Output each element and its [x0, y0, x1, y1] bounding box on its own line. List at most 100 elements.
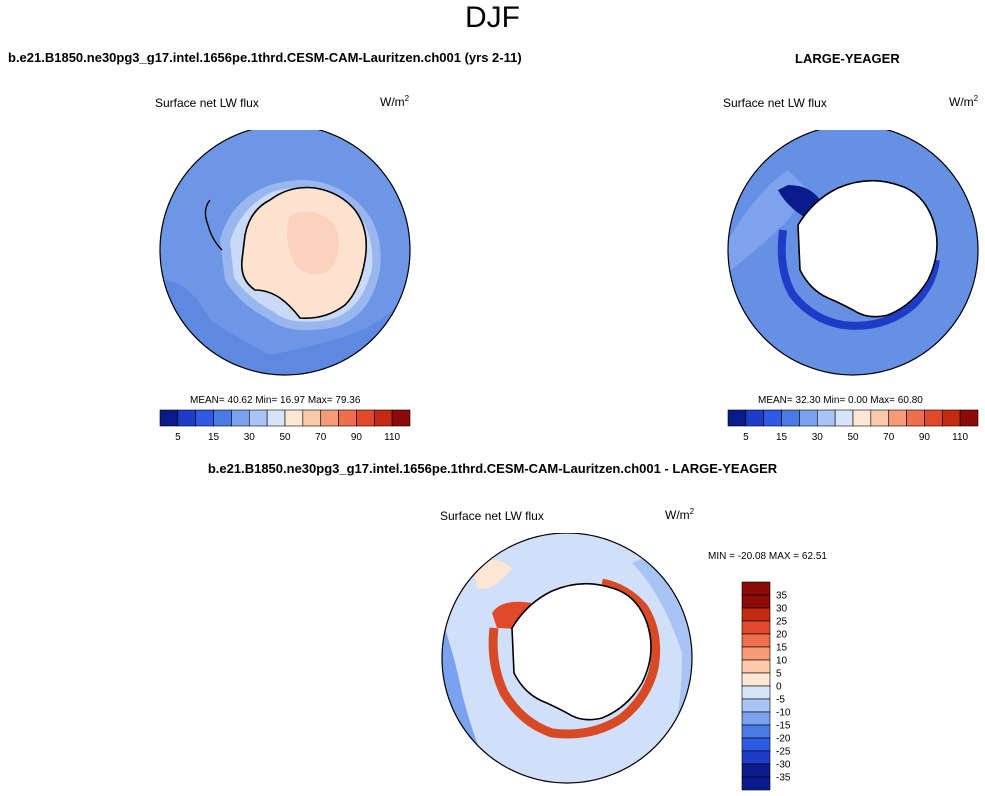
panel-a-colorbar-swatch [338, 409, 357, 427]
panel-c-colorbar-tick-label: 5 [776, 669, 782, 680]
panel-b-colorbar: 51530507090110130 [727, 409, 979, 443]
panel-b-colorbar-swatch [799, 409, 818, 427]
panel-c-colorbar-tick-label: -30 [776, 760, 791, 771]
panel-a-stats: MEAN= 40.62 Min= 16.97 Max= 79.36 [190, 395, 361, 406]
panel-a-colorbar-tick-label: 15 [208, 432, 220, 443]
panel-a-colorbar-swatch [159, 409, 179, 427]
panel-a-colorbar-swatch [373, 409, 393, 427]
panel-a-colorbar-swatch [284, 409, 304, 427]
panel-a-title: b.e21.B1850.ne30pg3_g17.intel.1656pe.1th… [8, 50, 522, 65]
panel-c-colorbar-swatch [741, 698, 771, 713]
panel-a-colorbar-tick-label: 110 [384, 432, 400, 443]
panel-c-colorbar-swatch [741, 750, 771, 765]
panel-c-colorbar-swatch [741, 659, 771, 674]
panel-b-colorbar-tick-label: 15 [776, 432, 788, 443]
panel-b-colorbar-swatch [941, 409, 961, 427]
panel-b-stats: MEAN= 32.30 Min= 0.00 Max= 60.80 [758, 395, 923, 406]
panel-a-colorbar-swatch [266, 409, 286, 427]
panel-a-colorbar-swatch [248, 409, 268, 427]
panel-c-stats: MIN = -20.08 MAX = 62.51 [708, 551, 827, 562]
panel-c-units: W/m2 [665, 507, 694, 522]
panel-a-colorbar-tick-label: 70 [315, 432, 327, 443]
panel-b-colorbar-tick-label: 50 [847, 432, 859, 443]
panel-c-colorbar-swatch [741, 594, 771, 609]
panel-c-colorbar-swatch [741, 672, 771, 687]
panel-c-colorbar-tick-label: -35 [776, 773, 791, 784]
panel-a-units-exp: 2 [404, 94, 410, 103]
panel-b-units: W/m2 [949, 94, 978, 109]
panel-c-units-base: W/m [665, 508, 690, 522]
panel-a-colorbar: 51530507090110130 [159, 409, 420, 443]
panel-b-colorbar-swatch [924, 409, 943, 427]
panel-c-map [441, 533, 693, 784]
panel-a-colorbar-swatch [231, 409, 250, 427]
panel-c-colorbar-swatch [741, 763, 771, 778]
panel-b-units-exp: 2 [973, 94, 979, 103]
panel-c-colorbar-swatch [741, 776, 771, 791]
panel-b-title: LARGE-YEAGER [795, 51, 900, 66]
panel-b-colorbar-tick-label: 110 [952, 432, 968, 443]
panel-c-antarctica [511, 582, 652, 721]
panel-c-colorbar-swatch [741, 581, 771, 596]
panel-a-peninsula [204, 199, 223, 251]
panel-b-colorbar-tick-label: 5 [743, 432, 749, 443]
panel-b-colorbar-swatch [727, 409, 747, 427]
panel-c-title: b.e21.B1850.ne30pg3_g17.intel.1656pe.1th… [207, 461, 778, 476]
panel-a-frame [159, 130, 411, 376]
panel-a-colorbar-tick-label: 30 [244, 432, 256, 443]
panel-a-colorbar-tick-label: 50 [279, 432, 291, 443]
panel-c-frame [441, 533, 693, 784]
panel-b-colorbar-tick-label: 90 [919, 432, 931, 443]
panel-b-colorbar-swatch [870, 409, 890, 427]
panel-c-colorbar-tick-label: 0 [776, 682, 782, 693]
panel-c-colorbar-tick-label: 10 [776, 656, 788, 667]
panel-b-colorbar-swatch [745, 409, 765, 427]
panel-c-colorbar-swatch [741, 724, 771, 739]
panel-a-colorbar-tick-label: 5 [175, 432, 181, 443]
panel-b-colorbar-swatch [852, 409, 872, 427]
panel-c-colorbar-swatch [741, 633, 771, 648]
panel-a-units: W/m2 [380, 94, 409, 109]
panel-b-antarctica [797, 179, 938, 318]
panel-c-colorbar-tick-label: 30 [776, 604, 788, 615]
panel-a-colorbar-swatch [213, 409, 232, 427]
panel-b-frame [727, 130, 979, 376]
panel-b-colorbar-swatch [906, 409, 925, 427]
panel-c-colorbar-tick-label: 15 [776, 643, 788, 654]
panel-c-colorbar-swatch [741, 685, 771, 700]
panel-a-colorbar-swatch [302, 409, 322, 427]
panel-a-colorbar-swatch [177, 409, 197, 427]
panel-c-variable-label: Surface net LW flux [440, 509, 544, 523]
panel-c-colorbar-tick-label: 20 [776, 630, 788, 641]
panel-c-colorbar-swatch [741, 646, 771, 661]
panel-b-map [727, 130, 979, 376]
main-title: DJF [465, 1, 520, 34]
panel-c-colorbar-tick-label: -10 [776, 708, 791, 719]
panel-b-colorbar-swatch [888, 409, 907, 427]
panel-c-colorbar: 35 30 25 20 15 10 5 0 -5 -10 -15 -20 -25 -30 -35 [741, 581, 791, 791]
panel-c-colorbar-tick-label: -5 [776, 695, 785, 706]
panel-c-colorbar-tick-label: 25 [776, 617, 788, 628]
panel-c-coastal-band [488, 578, 661, 739]
panel-b-coastal-band [777, 229, 940, 330]
panel-c-colorbar-swatch [741, 607, 771, 622]
panel-b-colorbar-swatch [781, 409, 800, 427]
panel-c-colorbar-swatch [741, 711, 771, 726]
panel-b-units-base: W/m [949, 95, 974, 109]
panel-b-colorbar-swatch [763, 409, 782, 427]
panel-a-colorbar-swatch [320, 409, 339, 427]
panel-b-colorbar-swatch [816, 409, 836, 427]
panel-c-colorbar-tick-label: -25 [776, 747, 791, 758]
panel-a-colorbar-swatch [195, 409, 214, 427]
panel-a-colorbar-swatch [391, 409, 411, 427]
panel-a-variable-label: Surface net LW flux [155, 96, 259, 110]
panel-a-colorbar-swatch [356, 409, 375, 427]
panel-a-warm-core [286, 211, 339, 274]
panel-c-colorbar-tick-label: -20 [776, 734, 791, 745]
panel-a-colorbar-tick-label: 90 [351, 432, 363, 443]
panel-c-units-exp: 2 [689, 507, 695, 516]
panel-c-colorbar-tick-label: -15 [776, 721, 791, 732]
panel-b-variable-label: Surface net LW flux [723, 96, 827, 110]
panel-b-colorbar-tick-label: 30 [812, 432, 824, 443]
panel-b-colorbar-swatch [834, 409, 854, 427]
